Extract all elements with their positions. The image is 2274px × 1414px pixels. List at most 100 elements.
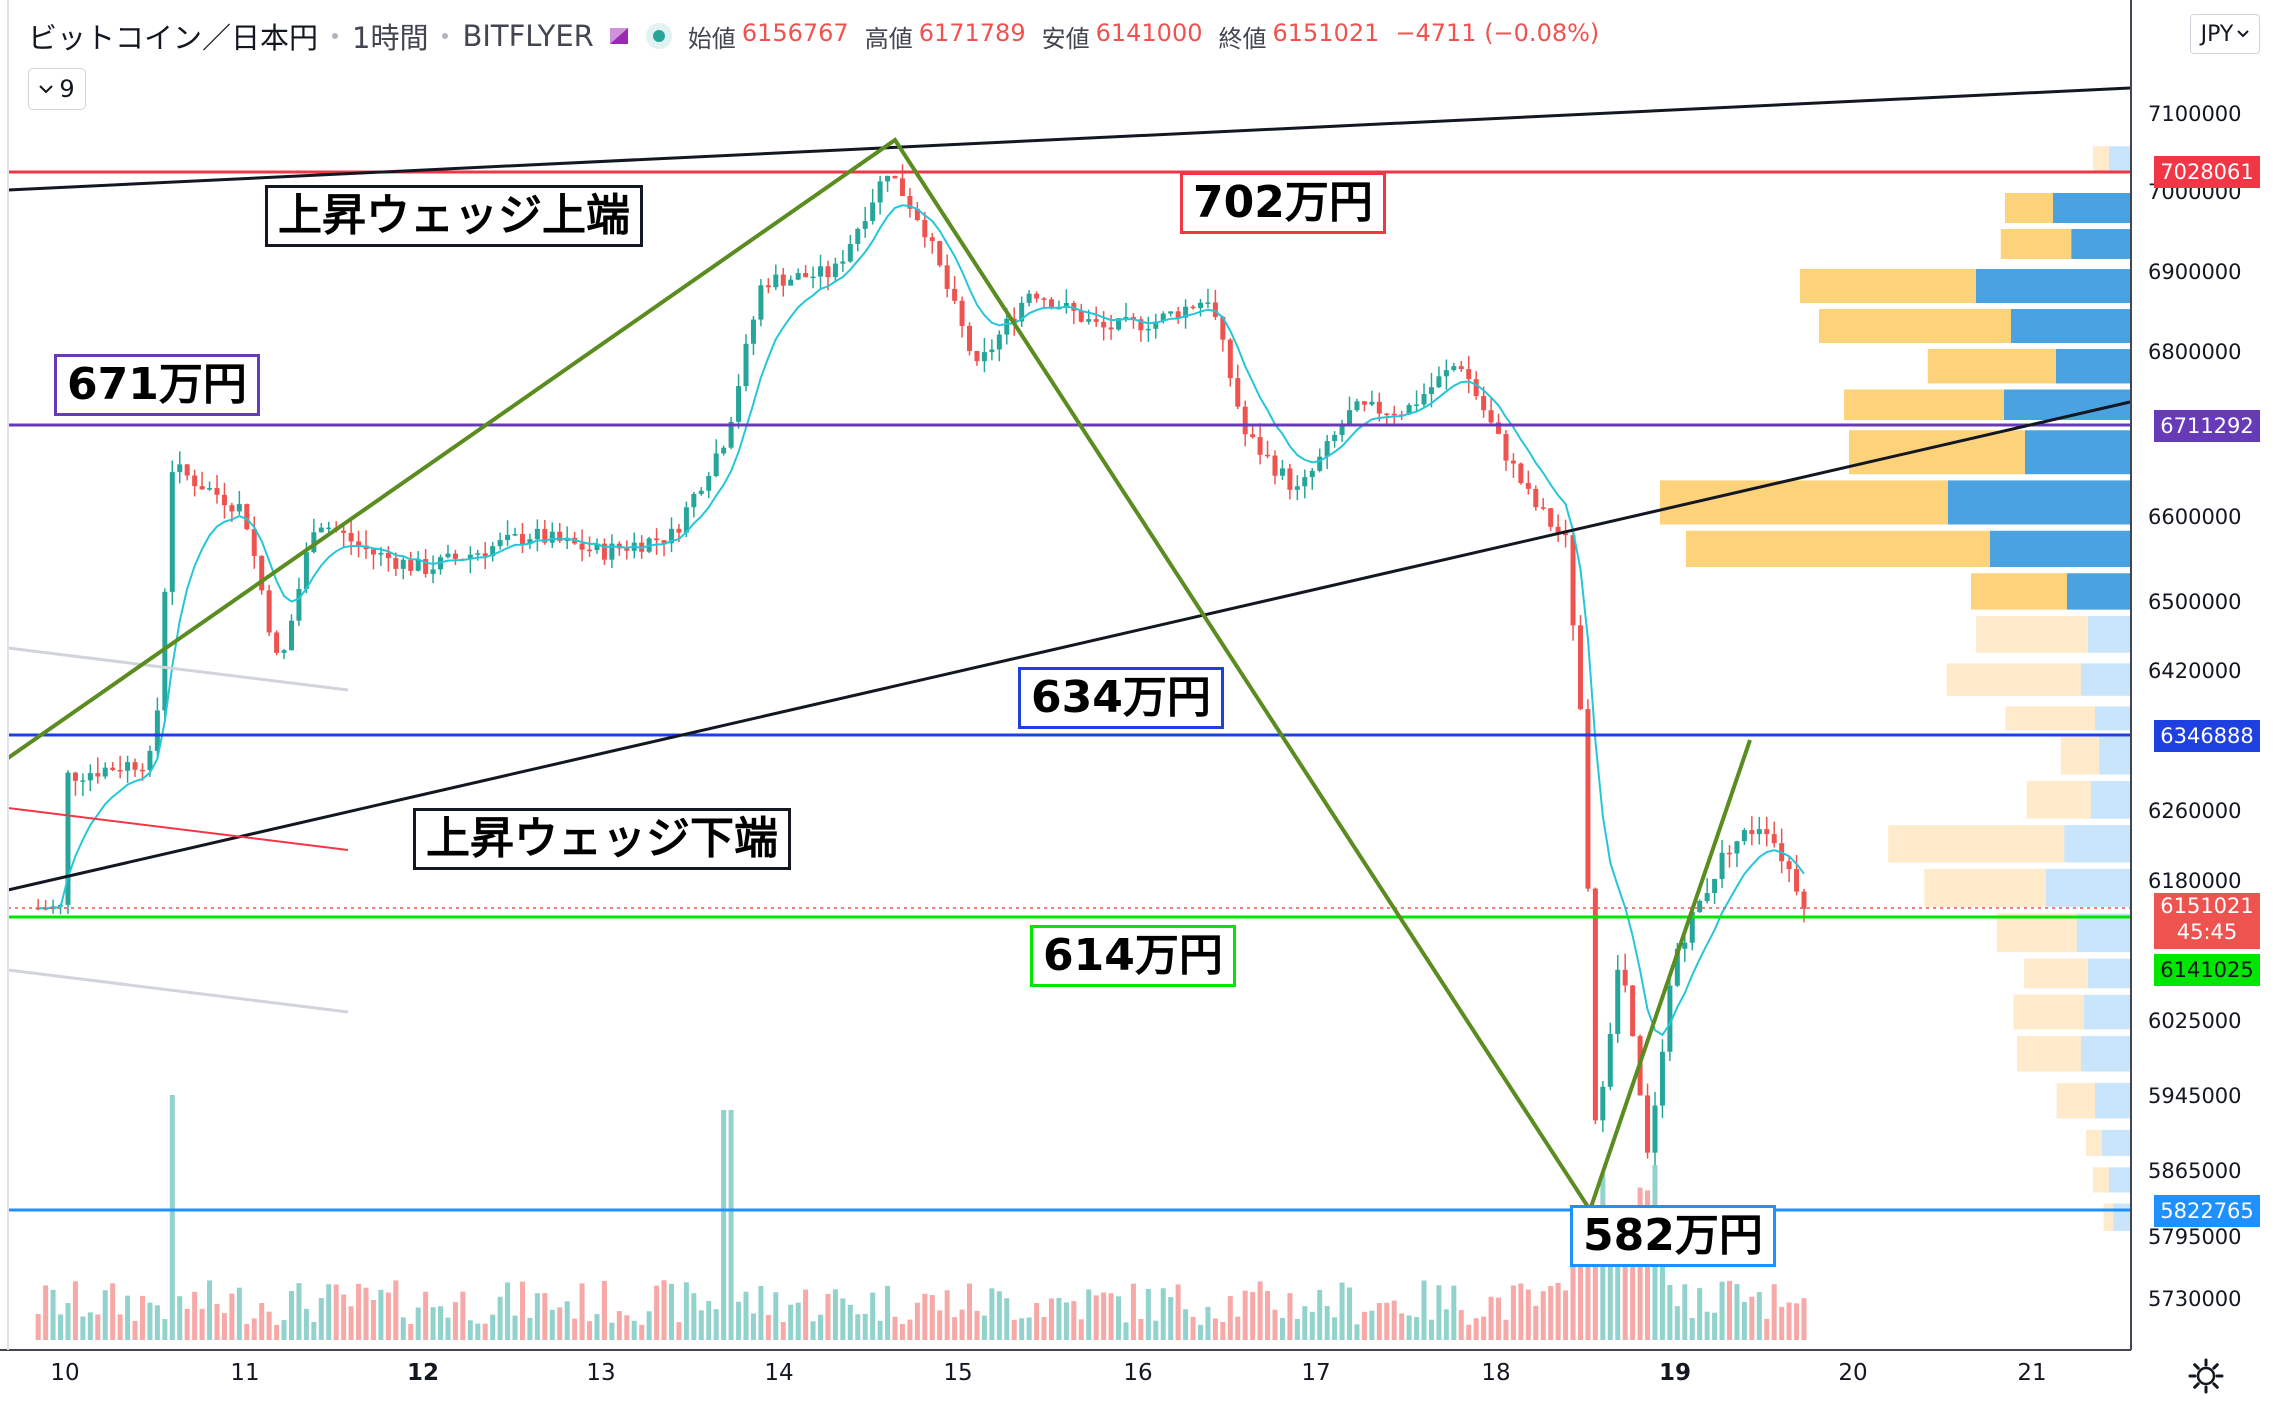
candle-body bbox=[862, 221, 868, 229]
volume-bar bbox=[624, 1315, 630, 1340]
volume-bar bbox=[1205, 1306, 1211, 1340]
volume-profile-down-bar bbox=[1924, 868, 2046, 907]
separator-dot bbox=[332, 33, 339, 39]
time-tick-label: 10 bbox=[50, 1360, 80, 1386]
time-tick-label: 12 bbox=[406, 1360, 440, 1386]
volume-profile-up-bar bbox=[1976, 269, 2130, 303]
volume-bar bbox=[303, 1308, 309, 1340]
volume-bar bbox=[1175, 1284, 1181, 1340]
candle-body bbox=[1116, 318, 1122, 330]
candle-body bbox=[1138, 319, 1144, 331]
candle-body bbox=[773, 274, 779, 288]
annotation-702[interactable]: 702万円 bbox=[1180, 172, 1386, 234]
candle-body bbox=[1004, 318, 1010, 335]
volume-bar bbox=[1786, 1302, 1792, 1340]
candle-body bbox=[490, 546, 496, 557]
annotation-582[interactable]: 582万円 bbox=[1570, 1205, 1776, 1267]
candle-body bbox=[527, 539, 533, 545]
candle-body bbox=[1376, 401, 1382, 414]
candle-body bbox=[944, 265, 950, 289]
bookmark-icon[interactable] bbox=[608, 25, 630, 47]
candle-body bbox=[691, 493, 697, 508]
volume-bar bbox=[408, 1324, 414, 1340]
volume-profile-down-bar bbox=[1946, 663, 2081, 696]
volume-bar bbox=[438, 1306, 444, 1340]
candle-body bbox=[870, 202, 876, 222]
volume-bar bbox=[967, 1283, 973, 1340]
candle-body bbox=[676, 528, 682, 533]
volume-bar bbox=[564, 1301, 570, 1340]
candle-body bbox=[892, 175, 898, 179]
volume-bar bbox=[139, 1295, 145, 1340]
candle-body bbox=[229, 505, 235, 512]
candle-body bbox=[1458, 366, 1464, 370]
volume-bar bbox=[1302, 1306, 1308, 1340]
volume-bar bbox=[259, 1303, 265, 1340]
candle-body bbox=[803, 273, 809, 278]
volume-bar bbox=[922, 1293, 928, 1340]
candle-body bbox=[400, 559, 406, 569]
volume-bar bbox=[184, 1308, 190, 1340]
candle-body bbox=[430, 569, 436, 574]
candle-body bbox=[981, 352, 987, 362]
volume-bar bbox=[1048, 1298, 1054, 1340]
interval-label[interactable]: 1時間 bbox=[352, 21, 429, 55]
indicators-collapse-button[interactable]: 9 bbox=[28, 68, 86, 110]
candle-body bbox=[587, 549, 593, 552]
candle-body bbox=[1645, 1095, 1651, 1153]
market-status-icon[interactable] bbox=[644, 21, 674, 51]
price-tag-last: 6151021 45:45 bbox=[2154, 893, 2260, 949]
candle-body bbox=[1443, 370, 1449, 377]
candle-body bbox=[758, 285, 764, 320]
candle-body bbox=[244, 504, 250, 530]
candle-body bbox=[959, 300, 965, 326]
volume-profile-up-bar bbox=[1948, 480, 2130, 525]
candle-body bbox=[1220, 316, 1226, 340]
candle-body bbox=[1764, 829, 1770, 835]
volume-bar bbox=[758, 1286, 764, 1340]
volume-profile-down-bar bbox=[1927, 349, 2056, 384]
annotation-wedge-upper[interactable]: 上昇ウェッジ上端 bbox=[265, 185, 643, 247]
candle-body bbox=[1384, 413, 1390, 416]
currency-button[interactable]: JPY bbox=[2190, 14, 2260, 54]
volume-bar bbox=[1138, 1318, 1144, 1340]
volume-bar bbox=[1540, 1291, 1546, 1340]
annotation-671[interactable]: 671万円 bbox=[54, 354, 260, 416]
candle-body bbox=[698, 490, 704, 494]
volume-bar bbox=[773, 1292, 779, 1340]
volume-bar bbox=[929, 1295, 935, 1340]
volume-bar bbox=[1309, 1311, 1315, 1340]
candle-body bbox=[370, 549, 376, 555]
settings-gear-icon[interactable] bbox=[2186, 1356, 2226, 1396]
candle-body bbox=[996, 334, 1002, 350]
volume-profile-down-bar bbox=[2086, 1129, 2102, 1156]
candle-body bbox=[1160, 313, 1166, 322]
annotation-634[interactable]: 634万円 bbox=[1018, 667, 1224, 729]
volume-bar bbox=[72, 1281, 78, 1340]
candle-body bbox=[914, 208, 920, 221]
volume-bar bbox=[1235, 1316, 1241, 1340]
candle-body bbox=[169, 472, 175, 592]
annotation-wedge-lower[interactable]: 上昇ウェッジ下端 bbox=[413, 808, 791, 870]
candle-body bbox=[1518, 463, 1524, 484]
volume-bar bbox=[80, 1316, 86, 1340]
volume-bar bbox=[706, 1301, 712, 1340]
volume-bar bbox=[1466, 1324, 1472, 1340]
candle-body bbox=[214, 488, 220, 495]
price-tag-green: 6141025 bbox=[2154, 954, 2260, 986]
volume-bar bbox=[1473, 1318, 1479, 1340]
candle-body bbox=[184, 464, 190, 476]
volume-bar bbox=[1510, 1285, 1516, 1340]
volume-bar bbox=[1414, 1317, 1420, 1340]
volume-bar bbox=[1272, 1309, 1278, 1340]
volume-bar bbox=[65, 1303, 71, 1340]
volume-bar bbox=[885, 1285, 891, 1340]
candle-body bbox=[721, 447, 727, 454]
annotation-614[interactable]: 614万円 bbox=[1030, 925, 1236, 987]
candle-body bbox=[1168, 311, 1174, 314]
candle-body bbox=[974, 350, 980, 362]
volume-bar bbox=[996, 1291, 1002, 1340]
chevron-down-icon bbox=[39, 85, 54, 94]
symbol-name[interactable]: ビットコイン／日本円 bbox=[28, 21, 319, 55]
